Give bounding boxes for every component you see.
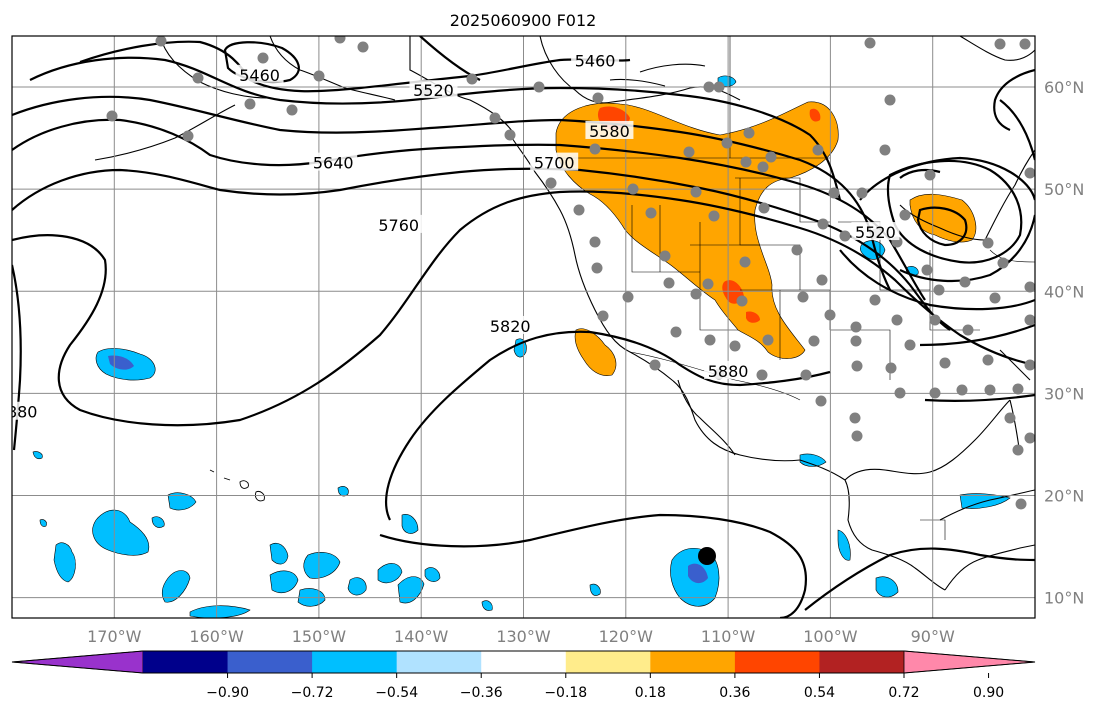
colorbar-extend-low [11,650,144,674]
latitude-labels: 60°N 50°N 40°N 30°N 20°N 10°N [1044,78,1084,608]
colorbar-segment [396,651,482,673]
longitude-tick-label: 110°W [701,627,756,646]
contour-label-backdrop [374,214,423,233]
contour-label: 5760 [378,216,419,235]
contour-label-backdrop [235,64,284,83]
contour-label: 5640 [313,154,354,173]
contour-label-backdrop [12,401,42,420]
contour-labels: 5460 5460 5520 5580 5640 5700 5760 5820 5880 5880… [0,50,900,422]
colorbar-tick-label: 0.72 [888,685,919,701]
colorbar-extend-high [903,650,1036,674]
colorbar-tick-label: 0.90 [973,685,1004,701]
contour-label: 5880 [0,403,37,422]
longitude-tick-label: 150°W [292,627,347,646]
map-frame [11,35,1036,619]
colorbar-segment [312,651,398,673]
longitude-tick-label: 140°W [394,627,449,646]
longitude-tick-label: 100°W [803,627,858,646]
colorbar-tick-label: −0.54 [375,685,418,701]
colorbar-tick-label: 0.36 [719,685,750,701]
longitude-tick-label: 160°W [189,627,244,646]
contour-label: 5520 [855,223,896,242]
colorbar-tick-label: −0.90 [206,685,249,701]
contour-label: 5520 [413,81,454,100]
contour-label: 5880 [708,362,749,381]
contour-label-backdrop [585,120,634,139]
latitude-tick-label: 60°N [1044,78,1084,97]
longitude-labels: 170°W 160°W 150°W 140°W 130°W 120°W 110°W 100°W… [87,627,955,646]
contour-label-backdrop [309,152,358,171]
colorbar-tick-label: −0.72 [291,685,334,701]
contour-label-backdrop [530,152,579,171]
colorbar-segment [143,651,229,673]
contour-label-backdrop [486,315,535,334]
contour-label: 5460 [575,52,616,71]
colorbar: −0.90 −0.72 −0.54 −0.36 −0.18 0.18 0.36 0.54 0.7… [11,650,1036,701]
latitude-tick-label: 10°N [1044,589,1084,608]
contour-label-backdrop [409,80,458,99]
colorbar-tick-label: −0.36 [460,685,503,701]
longitude-tick-label: 90°W [911,627,955,646]
figure-title: 2025060900 F012 [450,11,597,30]
colorbar-tick-label: −0.18 [544,685,587,701]
contour-label-backdrop [851,222,900,241]
latitude-tick-label: 30°N [1044,384,1084,403]
colorbar-segment [734,651,820,673]
longitude-tick-label: 170°W [87,627,142,646]
contour-label: 5580 [589,122,630,141]
colorbar-segment [650,651,736,673]
storm-marker [698,547,716,565]
longitude-tick-label: 130°W [496,627,551,646]
latitude-tick-label: 20°N [1044,486,1084,505]
islands [209,469,265,502]
colorbar-segment [481,651,567,673]
contour-label-backdrop [571,50,620,69]
contour-label: 5700 [534,154,575,173]
colorbar-tick-label: 0.18 [635,685,666,701]
contour-label-backdrop [704,360,753,379]
colorbar-segment [565,651,651,673]
latitude-tick-label: 40°N [1044,282,1084,301]
latitude-tick-label: 50°N [1044,180,1084,199]
contour-label: 5460 [239,66,280,85]
colorbar-outline [11,650,1036,674]
contour-label: 5820 [490,317,531,336]
map-area: 5460 5460 5520 5580 5640 5700 5760 5820 5880 5880… [0,36,1035,618]
colorbar-segment [227,651,313,673]
longitude-tick-label: 120°W [599,627,654,646]
colorbar-tick-label: 0.54 [804,685,835,701]
colorbar-segment [819,651,905,673]
